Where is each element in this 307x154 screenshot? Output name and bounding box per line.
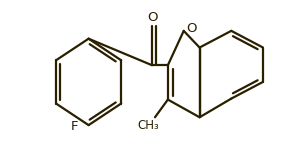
Text: CH₃: CH₃ (137, 119, 159, 132)
Text: F: F (71, 120, 79, 133)
Text: O: O (186, 22, 197, 35)
Text: O: O (147, 11, 157, 24)
